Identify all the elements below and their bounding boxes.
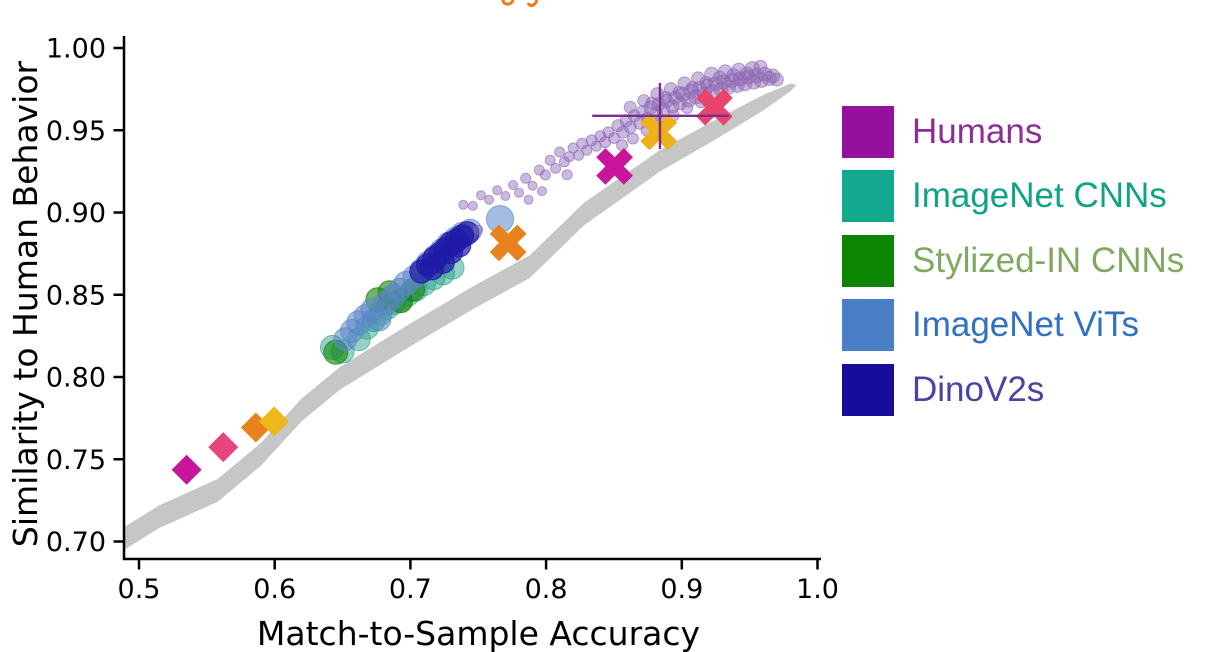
data-point bbox=[672, 96, 687, 111]
y-tick-label: 1.00 bbox=[46, 34, 106, 65]
data-point bbox=[484, 194, 495, 205]
data-point bbox=[544, 154, 556, 166]
noise-ceiling-band bbox=[125, 83, 797, 550]
data-point bbox=[616, 139, 629, 152]
data-point bbox=[765, 68, 781, 84]
data-point bbox=[455, 221, 480, 246]
data-point bbox=[626, 132, 639, 145]
y-tick-label: 0.90 bbox=[46, 198, 106, 229]
legend-swatch-stylized-in-cnns bbox=[842, 234, 894, 287]
diamond-marker bbox=[208, 432, 239, 463]
data-point bbox=[537, 186, 547, 197]
series-dinov2s bbox=[409, 221, 480, 284]
data-point bbox=[561, 169, 573, 181]
data-point bbox=[458, 199, 469, 210]
data-point bbox=[500, 191, 511, 201]
x-tick-label: 0.7 bbox=[389, 574, 432, 605]
x-tick-label: 0.8 bbox=[525, 574, 568, 605]
cropped-title-fragment bbox=[501, 0, 515, 6]
legend-label-humans: Humans bbox=[912, 112, 1043, 151]
legend-label-imagenet-cnns: ImageNet CNNs bbox=[912, 176, 1167, 216]
x-tick-label: 0.9 bbox=[660, 574, 703, 605]
data-point bbox=[573, 149, 585, 161]
data-point bbox=[550, 162, 562, 174]
data-point bbox=[554, 146, 566, 158]
y-axis-label: Similarity to Human Behavior bbox=[6, 60, 45, 548]
data-point bbox=[581, 144, 593, 156]
data-point bbox=[675, 86, 691, 102]
diamond-marker bbox=[259, 406, 290, 437]
data-point bbox=[520, 172, 532, 184]
data-point bbox=[476, 190, 486, 201]
data-point bbox=[523, 194, 534, 205]
series-humans bbox=[458, 59, 784, 235]
data-point bbox=[608, 132, 620, 144]
x-tick-label: 0.5 bbox=[118, 574, 161, 605]
legend-label-stylized-in-cnns: Stylized-IN CNNs bbox=[912, 240, 1185, 280]
y-tick-label: 0.70 bbox=[46, 527, 106, 558]
data-point bbox=[492, 185, 503, 196]
y-tick-label: 0.80 bbox=[46, 363, 106, 394]
y-tick-label: 0.75 bbox=[46, 445, 106, 476]
data-point bbox=[473, 224, 484, 235]
data-point bbox=[539, 169, 551, 181]
data-point bbox=[514, 187, 524, 198]
y-tick-label: 0.95 bbox=[46, 116, 106, 147]
axis-spines bbox=[122, 36, 821, 561]
y-tick-label: 0.85 bbox=[46, 280, 106, 311]
diamond-marker bbox=[171, 454, 202, 485]
legend-swatch-imagenet-vits bbox=[842, 299, 894, 352]
data-point bbox=[651, 97, 666, 112]
legend-swatch-humans bbox=[842, 106, 894, 158]
data-point bbox=[663, 82, 678, 97]
cropped-title-fragment bbox=[526, 0, 539, 7]
data-point bbox=[467, 200, 478, 211]
x-axis-label: Match-to-Sample Accuracy bbox=[256, 614, 701, 652]
legend-swatch-dinov2s bbox=[842, 363, 894, 416]
data-point bbox=[769, 72, 784, 87]
legend-swatch-imagenet-cnns bbox=[842, 170, 894, 223]
data-point bbox=[527, 180, 538, 191]
x-tick-label: 0.6 bbox=[253, 574, 296, 605]
legend-label-dinov2s: DinoV2s bbox=[912, 369, 1045, 409]
legend-label-imagenet-vits: ImageNet ViTs bbox=[912, 305, 1139, 345]
data-point bbox=[508, 180, 519, 190]
x-marker bbox=[640, 113, 678, 151]
x-marker bbox=[489, 224, 527, 262]
x-tick-label: 1.0 bbox=[796, 574, 839, 605]
legend: Humans ImageNet CNNs Stylized-IN CNNs Image… bbox=[842, 0, 1222, 652]
x-marker bbox=[596, 148, 633, 185]
